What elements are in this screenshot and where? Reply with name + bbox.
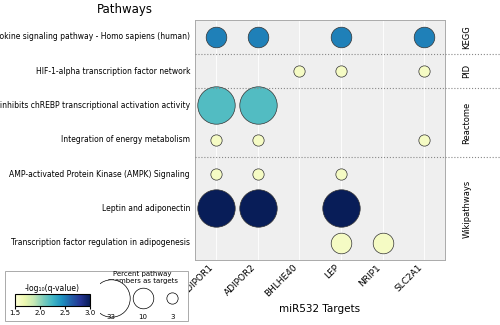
Point	[212, 103, 220, 108]
Text: Pathways: Pathways	[97, 3, 153, 16]
Text: KEGG: KEGG	[462, 25, 471, 48]
Text: Leptin and adiponectin: Leptin and adiponectin	[102, 204, 190, 213]
Text: 10: 10	[138, 314, 147, 320]
Point	[212, 34, 220, 39]
Text: 33: 33	[107, 314, 116, 320]
Text: Reactome: Reactome	[462, 101, 471, 144]
Text: 3: 3	[170, 314, 174, 320]
Point	[108, 296, 116, 301]
Text: Percent pathway
members as targets: Percent pathway members as targets	[108, 271, 178, 284]
Text: HIF-1-alpha transcription factor network: HIF-1-alpha transcription factor network	[36, 67, 190, 75]
Point	[254, 172, 262, 177]
Text: Adipocytokine signaling pathway - Homo sapiens (human): Adipocytokine signaling pathway - Homo s…	[0, 32, 190, 41]
Point	[212, 206, 220, 211]
Point	[337, 69, 345, 74]
Point	[254, 206, 262, 211]
Point	[337, 206, 345, 211]
X-axis label: miR532 Targets: miR532 Targets	[280, 304, 360, 314]
Point	[420, 137, 428, 142]
Point	[212, 137, 220, 142]
Point	[254, 103, 262, 108]
Point	[337, 172, 345, 177]
Text: AMP-activated Protein Kinase (AMPK) Signaling: AMP-activated Protein Kinase (AMPK) Sign…	[10, 170, 190, 179]
Point	[337, 34, 345, 39]
Text: Integration of energy metabolism: Integration of energy metabolism	[61, 135, 190, 144]
Text: Transcription factor regulation in adipogenesis: Transcription factor regulation in adipo…	[11, 238, 190, 247]
Point	[337, 240, 345, 245]
Text: AMPK inhibits chREBP transcriptional activation activity: AMPK inhibits chREBP transcriptional act…	[0, 101, 190, 110]
Text: PID: PID	[462, 64, 471, 78]
Point	[420, 69, 428, 74]
Point	[420, 34, 428, 39]
Title: -log₁₀(q-value): -log₁₀(q-value)	[25, 284, 80, 293]
Point	[254, 137, 262, 142]
Point	[138, 296, 146, 301]
Text: Wikipathways: Wikipathways	[462, 179, 471, 238]
Point	[378, 240, 386, 245]
Point	[212, 172, 220, 177]
FancyBboxPatch shape	[5, 271, 188, 321]
Point	[254, 34, 262, 39]
Point	[295, 69, 303, 74]
Point	[168, 296, 176, 301]
